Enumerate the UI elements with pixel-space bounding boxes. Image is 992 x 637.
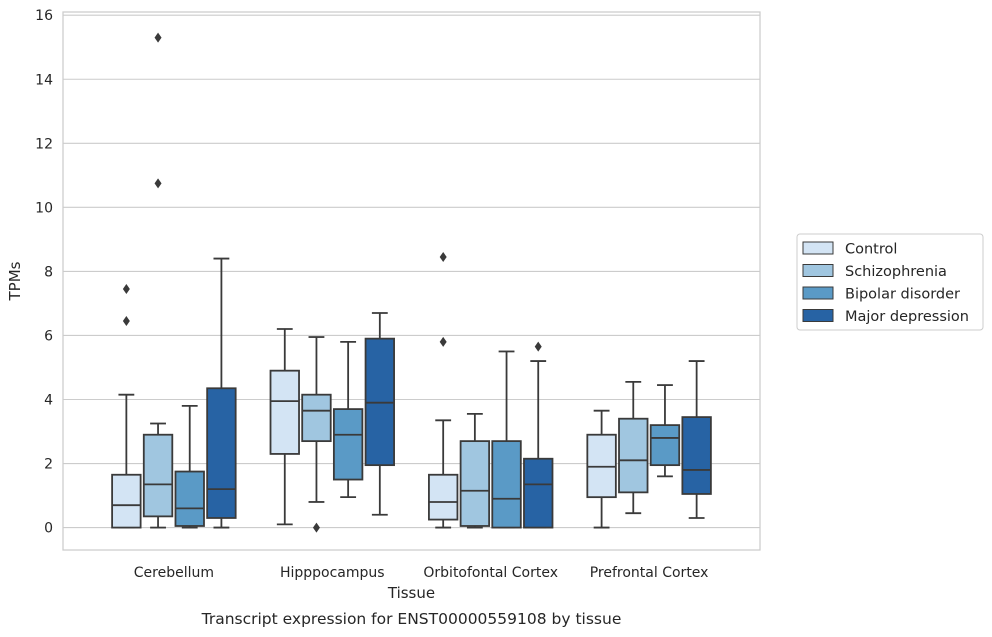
y-tick-label: 0 bbox=[44, 521, 53, 537]
legend: Control Schizophrenia Bipolar disorder Majo… bbox=[796, 233, 984, 331]
figure-caption: Transcript expression for ENST0000055910… bbox=[201, 610, 622, 628]
y-tick-label: 16 bbox=[35, 8, 53, 24]
x-tick-label: Prefrontal Cortex bbox=[590, 565, 709, 581]
outlier-point bbox=[439, 251, 447, 262]
x-tick-label: Orbitofontal Cortex bbox=[423, 565, 558, 581]
legend-swatch bbox=[802, 264, 834, 277]
legend-label: Schizophrenia bbox=[845, 264, 947, 280]
box-bipolar-disorder bbox=[491, 350, 522, 529]
box-control bbox=[586, 409, 617, 529]
box-iqr bbox=[428, 473, 459, 521]
box-major-depression bbox=[364, 312, 395, 516]
box-iqr bbox=[174, 470, 205, 527]
box-iqr bbox=[269, 369, 300, 455]
x-tick-label: Hipppocampus bbox=[280, 565, 385, 581]
box-major-depression bbox=[523, 341, 554, 529]
plot-frame bbox=[62, 11, 761, 551]
box-iqr bbox=[618, 417, 649, 494]
box-bipolar-disorder bbox=[332, 340, 364, 499]
y-tick-label: 4 bbox=[44, 392, 53, 408]
box-major-depression bbox=[681, 360, 712, 519]
box-iqr bbox=[681, 416, 712, 495]
y-tick-label: 2 bbox=[44, 457, 53, 473]
y-tick-label: 12 bbox=[35, 136, 53, 152]
legend-swatch bbox=[802, 309, 834, 322]
box-iqr bbox=[206, 387, 237, 519]
box-iqr bbox=[649, 424, 681, 467]
box-iqr bbox=[111, 473, 142, 529]
box-groups bbox=[111, 32, 712, 533]
y-tick-label: 14 bbox=[35, 72, 53, 88]
box-schizophrenia bbox=[142, 32, 174, 529]
box-iqr bbox=[142, 433, 174, 518]
x-axis-label: Tissue bbox=[387, 584, 435, 602]
box-control bbox=[269, 328, 300, 526]
outlier-point bbox=[122, 316, 130, 327]
y-tick-label: 10 bbox=[35, 200, 53, 216]
box-major-depression bbox=[206, 257, 237, 529]
legend-swatch bbox=[802, 241, 834, 255]
outlier-point bbox=[312, 522, 320, 533]
y-tick-label: 8 bbox=[44, 264, 53, 280]
box-iqr bbox=[332, 408, 364, 481]
box-schizophrenia bbox=[618, 380, 649, 515]
box-control bbox=[428, 251, 459, 529]
legend-frame bbox=[796, 233, 984, 331]
box-bipolar-disorder bbox=[649, 384, 681, 478]
box-bipolar-disorder bbox=[174, 404, 205, 529]
outlier-point bbox=[154, 32, 162, 43]
box-iqr bbox=[523, 457, 554, 529]
legend-label: Major depression bbox=[845, 309, 969, 325]
x-tick-labels: Cerebellum Hipppocampus Orbitofontal Corte… bbox=[134, 565, 709, 581]
legend-swatch bbox=[802, 286, 834, 300]
box-control bbox=[111, 284, 142, 529]
box-iqr bbox=[301, 393, 332, 443]
legend-label: Bipolar disorder bbox=[845, 287, 960, 303]
grid-lines bbox=[63, 14, 760, 529]
outlier-point bbox=[122, 284, 130, 295]
outlier-point bbox=[154, 178, 162, 189]
legend-label: Control bbox=[845, 242, 897, 258]
outlier-point bbox=[439, 336, 447, 347]
y-tick-labels: 0 2 4 6 8 10 12 14 16 bbox=[35, 8, 53, 536]
box-iqr bbox=[491, 440, 522, 529]
x-tick-label: Cerebellum bbox=[134, 565, 214, 581]
outlier-point bbox=[534, 341, 542, 352]
y-axis-label: TPMs bbox=[6, 261, 24, 301]
y-tick-label: 6 bbox=[44, 328, 53, 344]
box-iqr bbox=[459, 440, 491, 527]
box-schizophrenia bbox=[301, 336, 332, 533]
box-schizophrenia bbox=[459, 412, 491, 529]
